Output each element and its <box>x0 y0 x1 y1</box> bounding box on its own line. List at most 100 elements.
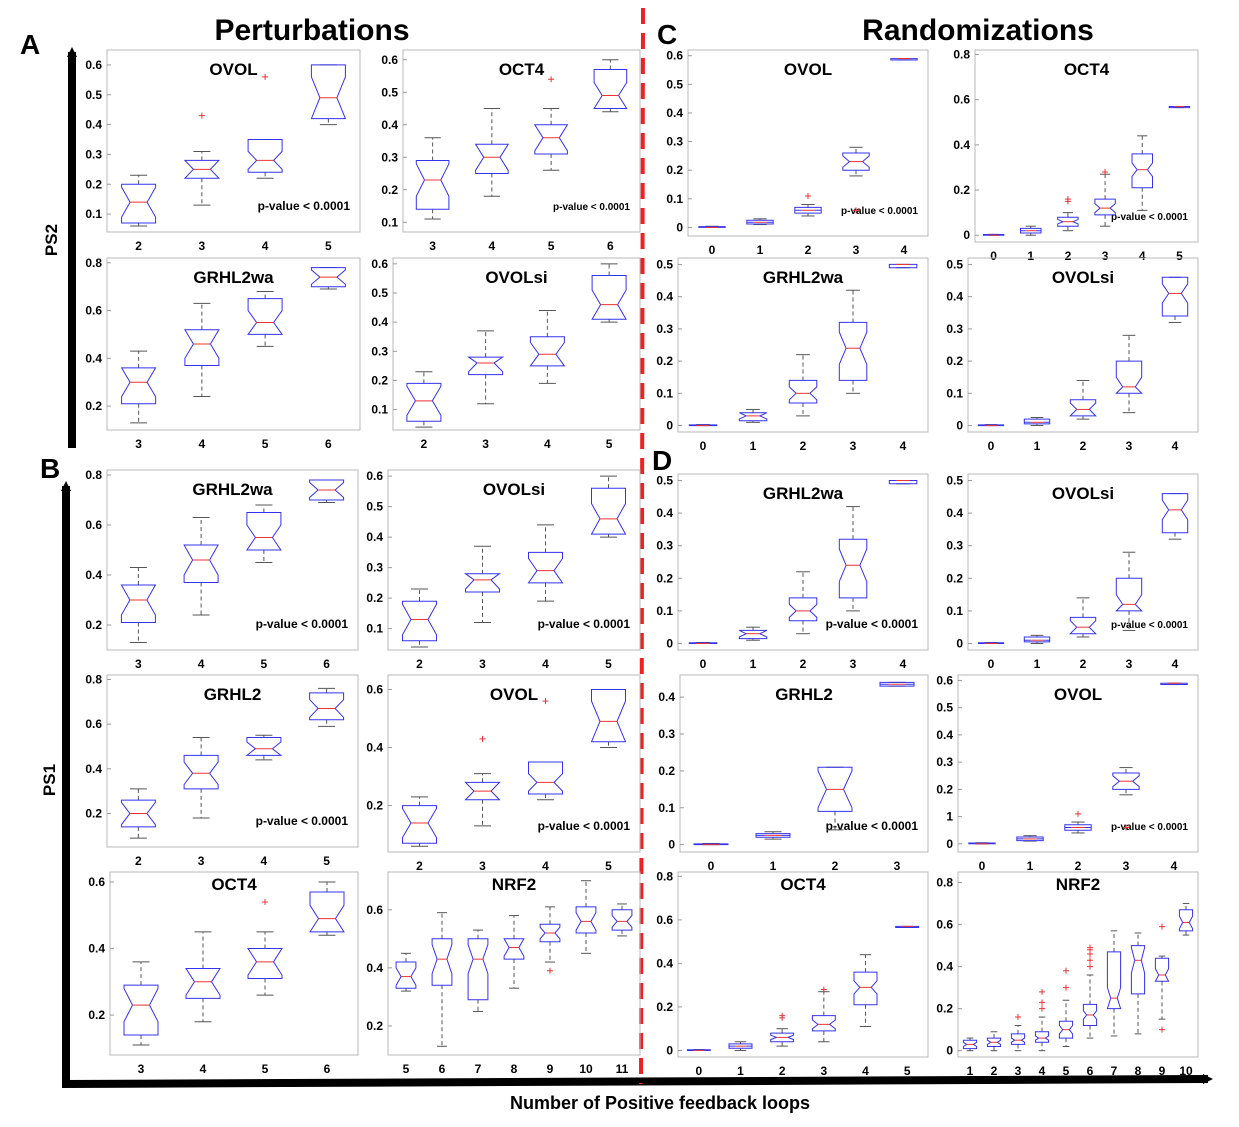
box-9 <box>1154 923 1170 1033</box>
box-5 <box>310 64 347 126</box>
chart-title: GRHL2wa <box>763 484 844 503</box>
chart-b6: 0.2 0.4 0.6 5 6 7 8 9 10 11 NRF2 <box>366 871 641 1076</box>
outlier-point <box>805 192 811 199</box>
box-4 <box>528 698 563 801</box>
box-body <box>1064 824 1092 831</box>
x-tick-label: 5 <box>904 1064 911 1078</box>
box-4 <box>474 108 510 197</box>
p-value-label: p-value < 0.0001 <box>1111 822 1188 833</box>
y-tick-label: 0.5 <box>666 77 683 91</box>
y-tick-label: 0.3 <box>656 539 673 553</box>
box-4 <box>1131 135 1153 211</box>
x-tick-label: 0 <box>709 243 716 257</box>
chart-c2: 0 0.2 0.4 0.6 0.8 0 1 2 3 4 5 OCT4 p-value < 0.0001 <box>953 48 1199 263</box>
box-body <box>1154 957 1170 982</box>
y-tick-label: 0.8 <box>953 48 970 62</box>
chart-title: GRHL2wa <box>763 268 844 287</box>
plot-frame <box>106 257 361 431</box>
outlier-point <box>779 1012 786 1019</box>
chart-b4: 0.2 0.4 0.6 2 3 4 5 OVOL p-value < 0.0001 <box>366 674 641 873</box>
outlier-point <box>262 73 269 80</box>
x-tick-label: 1 <box>967 1064 974 1078</box>
box-body <box>842 152 870 171</box>
box-2 <box>120 788 156 839</box>
y-tick-label: 0.2 <box>85 399 102 413</box>
box-4 <box>184 302 220 398</box>
x-tick-label: 2 <box>135 239 142 253</box>
box-body <box>395 961 417 989</box>
x-tick-label: 2 <box>416 657 423 671</box>
chart-b1: 0.2 0.4 0.6 0.8 3 4 5 6 GRHL2wa p-value < 0.0001 <box>85 468 359 671</box>
box-2 <box>770 1012 795 1047</box>
y-tick-label: 0.4 <box>656 956 673 970</box>
box-body <box>120 799 156 828</box>
plot-frame <box>677 871 929 1058</box>
outlier-point <box>1064 196 1071 203</box>
box-body <box>788 597 818 622</box>
y-tick-label: 0.2 <box>946 354 963 368</box>
x-tick-label: 0 <box>708 859 715 873</box>
y-tick-label: 0 <box>666 1043 673 1057</box>
x-tick-label: 3 <box>1015 1064 1022 1078</box>
plot-frame <box>967 473 1199 651</box>
box-body <box>838 538 868 599</box>
x-tick-label: 0 <box>990 249 997 263</box>
chart-title: OCT4 <box>1064 60 1110 79</box>
box-body <box>591 275 627 320</box>
box-0 <box>686 1049 711 1051</box>
x-tick-label: 10 <box>1179 1064 1193 1078</box>
box-body <box>415 160 450 210</box>
box-body <box>123 984 159 1036</box>
box-3 <box>183 112 221 206</box>
chart-title: GRHL2wa <box>193 268 274 287</box>
y-tick-label: 0.4 <box>936 728 953 742</box>
x-tick-label: 4 <box>900 439 907 453</box>
box-body <box>977 642 1005 644</box>
outlier-point <box>820 986 827 993</box>
y-tick-label: 0 <box>668 838 675 852</box>
box-body <box>309 692 345 721</box>
chart-title: NRF2 <box>492 875 536 894</box>
x-tick-label: 1 <box>737 1064 744 1078</box>
y-tick-label: 0.5 <box>381 85 398 99</box>
box-0 <box>982 233 1005 236</box>
y-tick-label: 0.8 <box>656 869 673 883</box>
y-tick-label: 0.3 <box>946 539 963 553</box>
box-1 <box>962 1037 978 1052</box>
y-tick-label: 0.4 <box>366 530 383 544</box>
x-tick-label: 2 <box>991 1064 998 1078</box>
chart-a4: 0.1 0.2 0.3 0.4 0.5 0.6 2 3 4 5 OVOLsi <box>371 257 641 451</box>
box-body <box>811 1015 836 1032</box>
p-value-label: p-value < 0.0001 <box>1111 620 1188 631</box>
x-tick-label: 1 <box>1034 657 1041 671</box>
x-tick-label: 4 <box>199 437 206 451</box>
x-tick-label: 11 <box>616 1062 629 1076</box>
box-6 <box>1082 944 1098 1039</box>
outlier-point <box>1039 999 1045 1006</box>
box-body <box>738 629 768 640</box>
box-3 <box>842 146 870 214</box>
panel-letter-b: B <box>40 453 60 484</box>
x-tick-label: 4 <box>1139 249 1146 263</box>
box-body <box>1115 577 1143 612</box>
plot-frame <box>106 469 359 651</box>
y-tick-label: 0.2 <box>936 1002 953 1016</box>
box-body <box>121 183 157 224</box>
x-tick-label: 0 <box>700 439 707 453</box>
outlier-point <box>547 967 553 974</box>
box-9 <box>539 906 561 974</box>
x-axis-arrow <box>61 1074 1213 1088</box>
y-tick-label: 0.3 <box>366 561 383 575</box>
y-tick-label: 0.5 <box>936 701 953 715</box>
plot-frame <box>957 674 1199 853</box>
panels-group: 0.1 0.2 0.3 0.4 0.5 0.6 2 3 4 5 OVOL p-value < 0.00… <box>85 48 1199 1078</box>
y-tick-label: 0.3 <box>381 150 398 164</box>
x-tick-label: 5 <box>548 239 555 253</box>
box-body <box>533 124 569 155</box>
plot-frame <box>677 473 929 651</box>
box-1 <box>1020 225 1042 236</box>
y-tick-label: 0.2 <box>953 183 970 197</box>
x-tick-label: 2 <box>805 243 812 257</box>
p-value-label: p-value < 0.0001 <box>826 819 919 833</box>
box-body <box>698 226 726 228</box>
